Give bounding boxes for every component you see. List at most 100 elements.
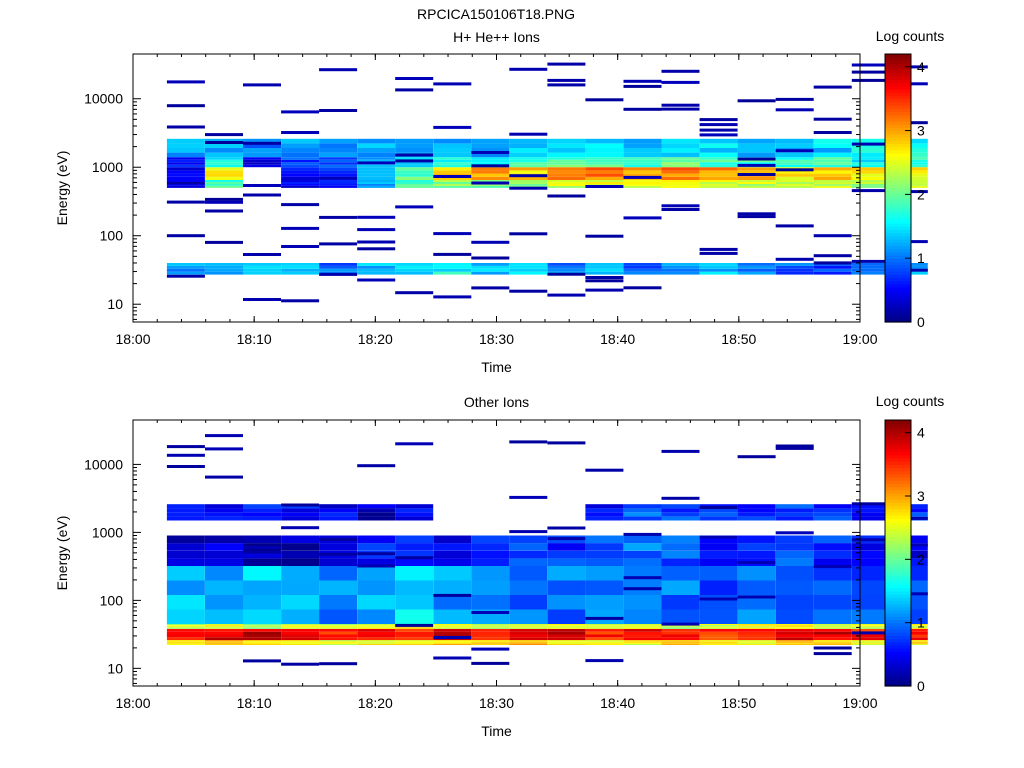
spectrogram-cell bbox=[395, 170, 434, 174]
spectrogram-cell bbox=[699, 167, 738, 171]
colorbar-segment bbox=[885, 283, 911, 288]
spectrogram-cell bbox=[585, 508, 624, 513]
colorbar-segment bbox=[885, 534, 911, 538]
spectrogram-cell bbox=[243, 623, 281, 626]
spectrogram-cell bbox=[395, 643, 434, 645]
spectrogram-cell bbox=[433, 642, 472, 644]
spectrogram-cell bbox=[775, 263, 814, 266]
spectrogram-streak bbox=[166, 453, 205, 457]
spectrogram-cell bbox=[319, 164, 358, 168]
spectrogram-cell bbox=[585, 164, 624, 168]
spectrogram-cell bbox=[471, 627, 510, 629]
colorbar-segment bbox=[885, 66, 911, 71]
y-tick-label: 1000 bbox=[92, 159, 123, 175]
colorbar-segment bbox=[885, 105, 911, 109]
spectrogram-cell bbox=[623, 173, 662, 177]
spectrogram-streak bbox=[319, 109, 358, 112]
colorbar-segment bbox=[885, 562, 911, 567]
spectrogram-streak bbox=[471, 611, 510, 614]
spectrogram-cell bbox=[205, 263, 243, 266]
spectrogram-cell bbox=[281, 595, 320, 610]
spectrogram-cell bbox=[395, 535, 434, 544]
spectrogram-cell bbox=[851, 508, 890, 513]
spectrogram-cell bbox=[319, 516, 358, 521]
spectrogram-cell bbox=[509, 637, 548, 641]
spectrogram-streak bbox=[357, 278, 396, 282]
spectrogram-cell bbox=[509, 627, 548, 629]
spectrogram-cell bbox=[166, 550, 205, 559]
spectrogram-cell bbox=[623, 631, 662, 635]
spectrogram-cell bbox=[243, 535, 281, 544]
spectrogram-cell bbox=[205, 512, 243, 517]
spectrogram-cell bbox=[585, 176, 624, 180]
spectrogram-cell bbox=[243, 566, 281, 581]
colorbar-segment bbox=[885, 267, 911, 272]
spectrogram-cell bbox=[205, 640, 243, 642]
colorbar-segment bbox=[885, 175, 911, 180]
spectrogram-cell bbox=[281, 170, 320, 174]
spectrogram-cell bbox=[623, 504, 662, 509]
spectrogram-cell bbox=[509, 159, 548, 163]
spectrogram-cell bbox=[661, 183, 700, 186]
spectrogram-cell bbox=[243, 550, 281, 559]
colorbar-segment bbox=[885, 549, 911, 554]
colorbar-segment bbox=[885, 60, 911, 65]
colorbar-segment bbox=[885, 277, 911, 282]
spectrogram-streak bbox=[205, 133, 243, 137]
spectrogram-cell bbox=[166, 631, 205, 635]
spectrogram-cell bbox=[357, 157, 396, 160]
spectrogram-streak bbox=[471, 661, 510, 665]
spectrogram-cell bbox=[509, 157, 548, 160]
spectrogram-cell bbox=[623, 164, 662, 168]
spectrogram-cell bbox=[547, 634, 586, 638]
spectrogram-cell bbox=[166, 504, 205, 509]
spectrogram-cell bbox=[357, 271, 396, 275]
spectrogram-cell bbox=[281, 535, 320, 544]
spectrogram-cell bbox=[585, 265, 624, 269]
spectrogram-cell bbox=[851, 143, 890, 148]
spectrogram-cell bbox=[243, 152, 281, 158]
spectrogram-cell bbox=[205, 641, 243, 643]
spectrogram-streak bbox=[433, 636, 472, 639]
spectrogram-cell bbox=[699, 580, 738, 595]
spectrogram-cell bbox=[243, 626, 281, 628]
x-tick-label: 18:30 bbox=[479, 331, 514, 347]
colorbar-tick-label: 1 bbox=[917, 615, 925, 631]
colorbar-segment bbox=[885, 280, 911, 285]
spectrogram-cell bbox=[585, 180, 624, 182]
spectrogram-streak bbox=[851, 631, 890, 635]
spectrogram-cell bbox=[851, 263, 890, 266]
spectrogram-cell bbox=[166, 580, 205, 595]
spectrogram-streak bbox=[585, 279, 624, 283]
colorbar-segment bbox=[885, 537, 911, 541]
colorbar-segment bbox=[885, 140, 911, 144]
spectrogram-cell bbox=[737, 182, 776, 184]
spectrogram-streak bbox=[585, 659, 624, 663]
spectrogram-streak bbox=[395, 159, 434, 163]
spectrogram-cell bbox=[547, 640, 586, 642]
spectrogram-cell bbox=[585, 152, 624, 158]
spectrogram-cell bbox=[357, 176, 396, 180]
spectrogram-cell bbox=[623, 180, 662, 182]
spectrogram-cell bbox=[813, 595, 852, 610]
spectrogram-streak bbox=[699, 128, 738, 132]
colorbar-segment bbox=[885, 556, 911, 560]
spectrogram-cell bbox=[243, 268, 281, 272]
colorbar-segment bbox=[885, 540, 911, 545]
spectrogram-cell bbox=[205, 148, 243, 153]
spectrogram-cell bbox=[357, 595, 396, 610]
spectrogram-cell bbox=[471, 595, 510, 610]
spectrogram-cell bbox=[395, 642, 434, 644]
spectrogram-cell bbox=[813, 176, 852, 180]
spectrogram-cell bbox=[319, 628, 358, 632]
spectrogram-cell bbox=[471, 152, 510, 158]
spectrogram-cell bbox=[433, 159, 472, 163]
spectrogram-cell bbox=[623, 268, 662, 272]
spectrogram-cell bbox=[661, 170, 700, 174]
spectrogram-cell bbox=[737, 176, 776, 180]
colorbar-segment bbox=[885, 178, 911, 183]
spectrogram-cell bbox=[319, 162, 358, 165]
spectrogram-cell bbox=[471, 535, 510, 544]
spectrogram-streak bbox=[319, 242, 358, 246]
colorbar-segment bbox=[885, 597, 911, 602]
